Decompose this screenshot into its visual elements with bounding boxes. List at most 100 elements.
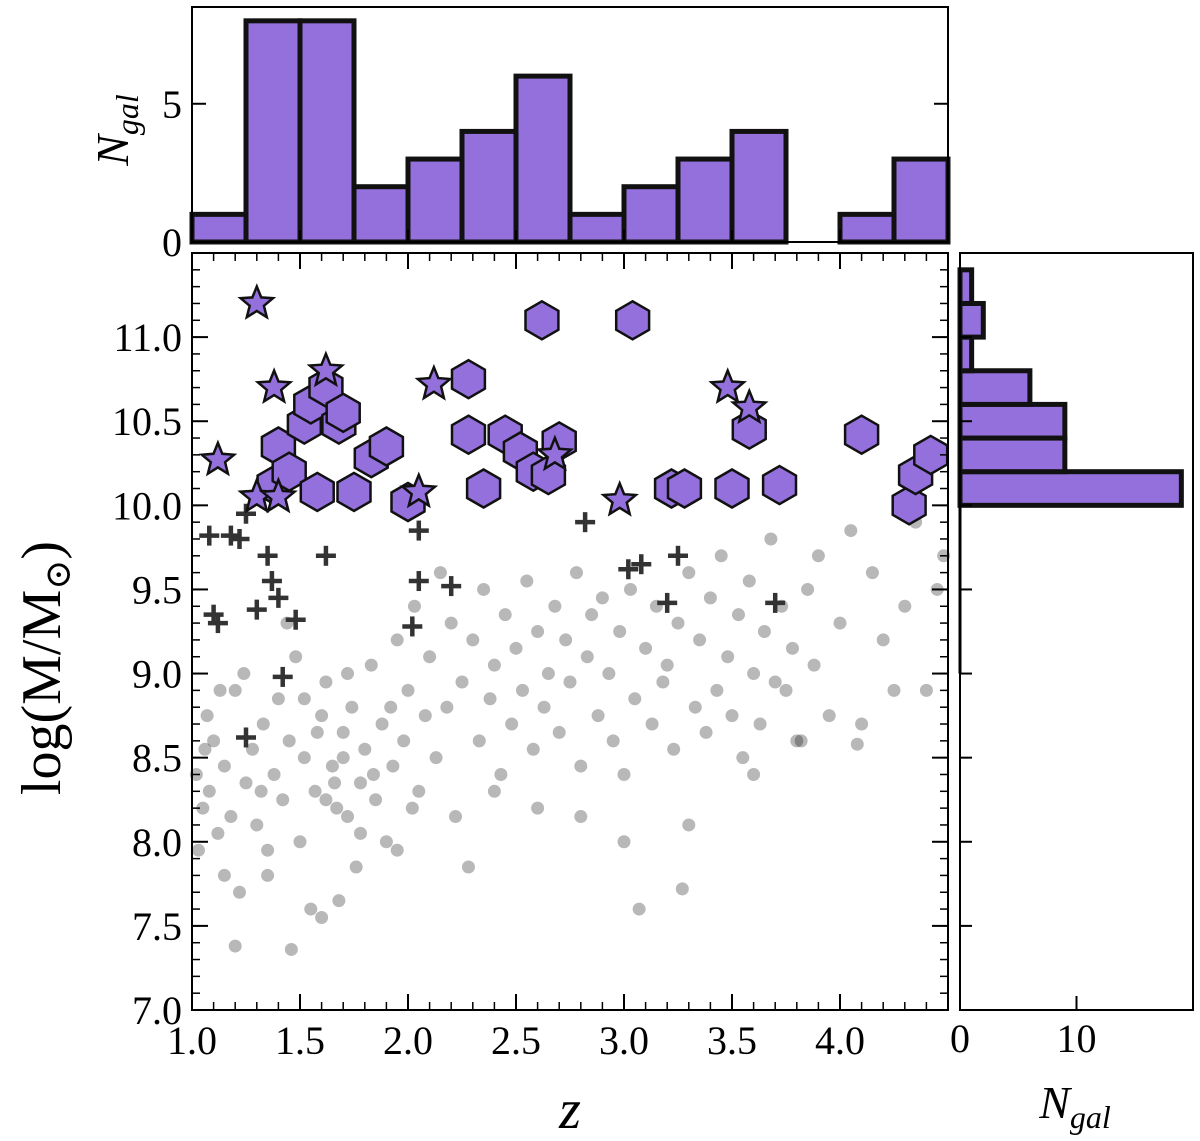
top-hist-ytick-label: 5 [162, 82, 182, 127]
background-galaxy-point [261, 868, 275, 882]
main-ytick-label: 7.0 [132, 988, 182, 1033]
background-galaxy-point [397, 734, 411, 748]
top-hist-bar [513, 73, 573, 245]
hexagon-point [336, 471, 372, 513]
cross-point [402, 616, 423, 637]
top-hist-frame [191, 6, 949, 243]
cross-points [199, 503, 786, 748]
cross-point [618, 559, 639, 580]
background-galaxy-point [366, 767, 380, 781]
background-galaxy-point [779, 683, 793, 697]
cross-point [575, 512, 596, 533]
top-hist-bar [243, 18, 303, 245]
background-galaxy-point [308, 784, 322, 798]
background-galaxy-point [325, 759, 339, 773]
background-galaxy-point [207, 734, 221, 748]
top-hist-bar [189, 211, 249, 245]
cross-point [765, 592, 786, 613]
background-galaxy-point [379, 835, 393, 849]
hexagon-point [666, 468, 703, 509]
background-galaxy-point [487, 658, 501, 672]
main-xtick-label: 3.5 [707, 1018, 757, 1063]
background-galaxy-point [341, 810, 355, 824]
background-galaxy-point [688, 700, 702, 714]
background-galaxy-point [256, 717, 270, 731]
cross-point [657, 592, 678, 613]
background-galaxy-point [401, 683, 415, 697]
background-galaxy-point [585, 608, 599, 622]
star-point [535, 434, 575, 472]
background-galaxy-point [429, 751, 443, 765]
background-galaxy-point [217, 759, 231, 773]
background-galaxy-point [211, 826, 225, 840]
background-galaxy-point [228, 683, 242, 697]
background-galaxy-point [811, 549, 825, 563]
background-galaxy-point [591, 709, 605, 723]
background-galaxy-point [747, 667, 761, 681]
hexagon-point [368, 426, 405, 467]
background-galaxy-point [520, 574, 534, 588]
main-xtick-label: 2.0 [383, 1018, 433, 1063]
top-hist-bar [729, 128, 789, 245]
background-galaxy-point [682, 818, 696, 832]
background-galaxy-point [747, 767, 761, 781]
star-point [414, 363, 454, 401]
hexagon-point [843, 414, 880, 456]
background-galaxy-point [919, 683, 933, 697]
cross-point [631, 554, 652, 575]
star-point [708, 367, 747, 404]
background-galaxy-point [315, 910, 329, 924]
right-hist-bar [957, 469, 1184, 508]
background-galaxy-point [271, 692, 285, 706]
background-galaxy-point [224, 810, 238, 824]
svg-text:Ngal: Ngal [87, 94, 145, 167]
background-galaxy-point [552, 725, 566, 739]
background-galaxy-point [844, 524, 858, 538]
background-galaxy-point [297, 692, 311, 706]
main-xtick-label: 1.5 [275, 1018, 325, 1063]
background-galaxy-point [563, 675, 577, 689]
background-galaxy-point [753, 717, 767, 731]
right-hist-x-title-main: N [1038, 1077, 1072, 1128]
background-galaxy-point [364, 658, 378, 672]
top-hist-bar [459, 128, 519, 245]
top-hist-bar [891, 156, 951, 245]
top-hist-ytick-label: 0 [162, 220, 182, 265]
background-galaxy-point [569, 566, 583, 580]
background-galaxy-point [412, 784, 426, 798]
cross-point [272, 666, 293, 687]
background-galaxy-point [623, 582, 637, 596]
background-galaxy-point [498, 608, 512, 622]
cross-point [236, 727, 256, 748]
main-ytick-label: 7.5 [132, 904, 182, 949]
background-galaxy-point [341, 667, 355, 681]
background-galaxy-point [660, 658, 674, 672]
background-galaxy-point [807, 658, 821, 672]
cross-point [441, 576, 462, 597]
background-galaxy-point [628, 692, 642, 706]
background-galaxy-point [390, 843, 404, 857]
hexagon-point [450, 358, 487, 400]
background-galaxy-point [423, 650, 437, 664]
cross-point [236, 503, 256, 524]
right-histogram: 0 10 [950, 252, 1194, 1061]
background-galaxy-point [768, 675, 782, 689]
background-galaxy-point [418, 709, 432, 723]
background-galaxy-point [887, 683, 901, 697]
cross-point [315, 545, 336, 566]
background-galaxy-point [336, 725, 350, 739]
main-xtick-label: 4.0 [815, 1018, 865, 1063]
main-ytick-label: 11.0 [113, 315, 182, 360]
background-galaxy-point [494, 767, 508, 781]
background-galaxy-point [833, 616, 847, 630]
background-galaxy-point [239, 776, 253, 790]
cross-point [408, 520, 429, 541]
top-hist-y-title-sub: gal [109, 94, 145, 135]
background-galaxy-point [531, 625, 545, 638]
background-galaxy-point [254, 784, 268, 798]
background-galaxy-point [531, 801, 545, 815]
top-hist-bar [621, 184, 681, 245]
main-frame [191, 252, 949, 1011]
background-galaxy-point [898, 599, 912, 613]
